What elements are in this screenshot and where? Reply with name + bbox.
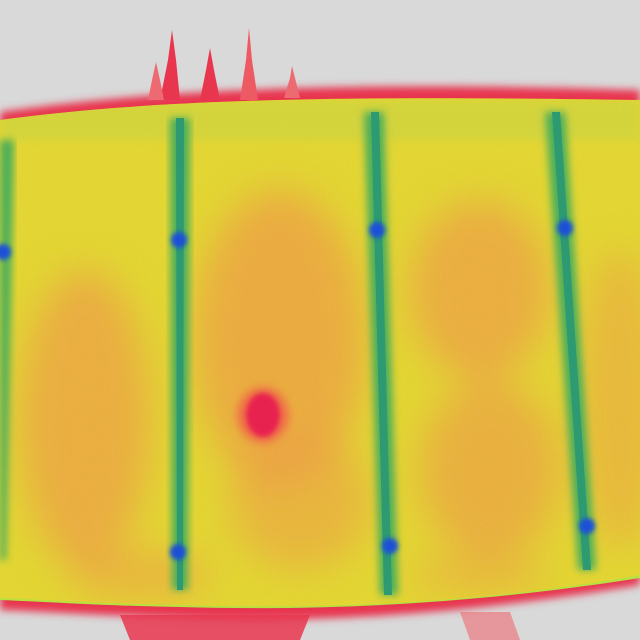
cell-seams: [0, 112, 596, 595]
junction-point: [170, 544, 186, 560]
junction-point: [369, 222, 385, 238]
junction-points: [0, 220, 595, 560]
junction-point: [557, 220, 573, 236]
hotspot: [237, 387, 289, 443]
junction-point: [171, 232, 187, 248]
junction-point: [382, 538, 398, 554]
junction-point: [579, 518, 595, 534]
junction-point: [0, 244, 11, 260]
panel-surface: [0, 98, 640, 607]
